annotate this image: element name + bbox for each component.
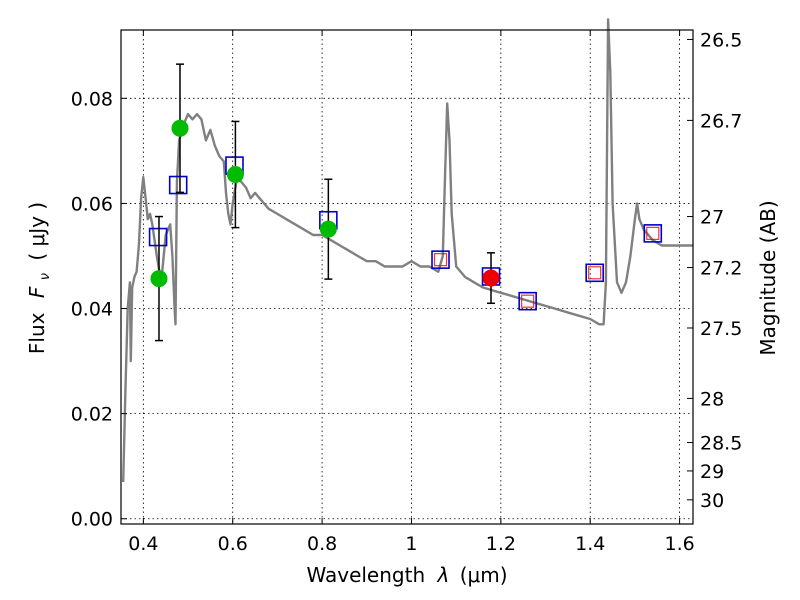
model-photometry-square <box>431 250 450 269</box>
model-photometry-square <box>643 224 663 243</box>
photometry-inner-square <box>646 226 660 240</box>
y2-tick-label: 30 <box>700 490 724 512</box>
y-tick-label: 0.04 <box>71 299 113 321</box>
model-photometry-square <box>168 175 188 195</box>
y2-tick-label: 28 <box>700 388 724 410</box>
x-tick-label: 1 <box>405 533 417 555</box>
y2-tick-label: 26.7 <box>700 110 742 132</box>
x-tick-label: 0.6 <box>218 533 248 555</box>
y-axis-label: Flux F ν ( μJy ) <box>25 202 54 354</box>
tick-layer: 0.4 0.6 0.8 1 1.2 1.4 1.6 0.00 0.02 0.04 0.06 0.08 2… <box>71 29 743 555</box>
x-tick-label: 1.6 <box>664 533 694 555</box>
x-tick-label: 1.4 <box>575 533 605 555</box>
y2-tick-label: 26.5 <box>700 29 742 51</box>
y2-tick-label: 28.5 <box>700 433 742 455</box>
photometry-inner-square <box>433 253 448 267</box>
observed-photometry-point <box>226 166 244 184</box>
plot-frame <box>120 29 694 525</box>
photometry-inner-square <box>588 266 602 280</box>
y2-tick-label: 27.2 <box>700 258 742 280</box>
model-photometry-square <box>518 291 537 311</box>
observed-photometry-point <box>482 269 500 287</box>
data-layer <box>122 18 693 483</box>
y-tick-label: 0.06 <box>71 193 113 215</box>
model-photometry-square <box>585 263 604 283</box>
y2-tick-label: 27 <box>700 207 724 229</box>
x-tick-label: 0.4 <box>128 533 158 555</box>
y2-tick-label: 29 <box>700 461 724 483</box>
sed-model-line <box>122 18 693 483</box>
observed-photometry-point <box>319 220 337 238</box>
observed-photometry-point <box>150 270 168 288</box>
y-tick-label: 0.00 <box>71 509 113 531</box>
photometry-inner-square <box>521 294 535 308</box>
y2-axis-label: Magnitude (AB) <box>756 200 780 355</box>
y-tick-label: 0.02 <box>71 404 113 426</box>
grid-layer <box>121 30 693 524</box>
x-tick-label: 0.8 <box>307 533 337 555</box>
y2-tick-label: 27.5 <box>700 318 742 340</box>
x-tick-label: 1.2 <box>486 533 516 555</box>
y-tick-label: 0.08 <box>71 88 113 110</box>
x-axis-label: Wavelength λ (μm) <box>306 563 507 587</box>
model-photometry-square <box>148 227 168 247</box>
observed-photometry-point <box>171 119 189 137</box>
